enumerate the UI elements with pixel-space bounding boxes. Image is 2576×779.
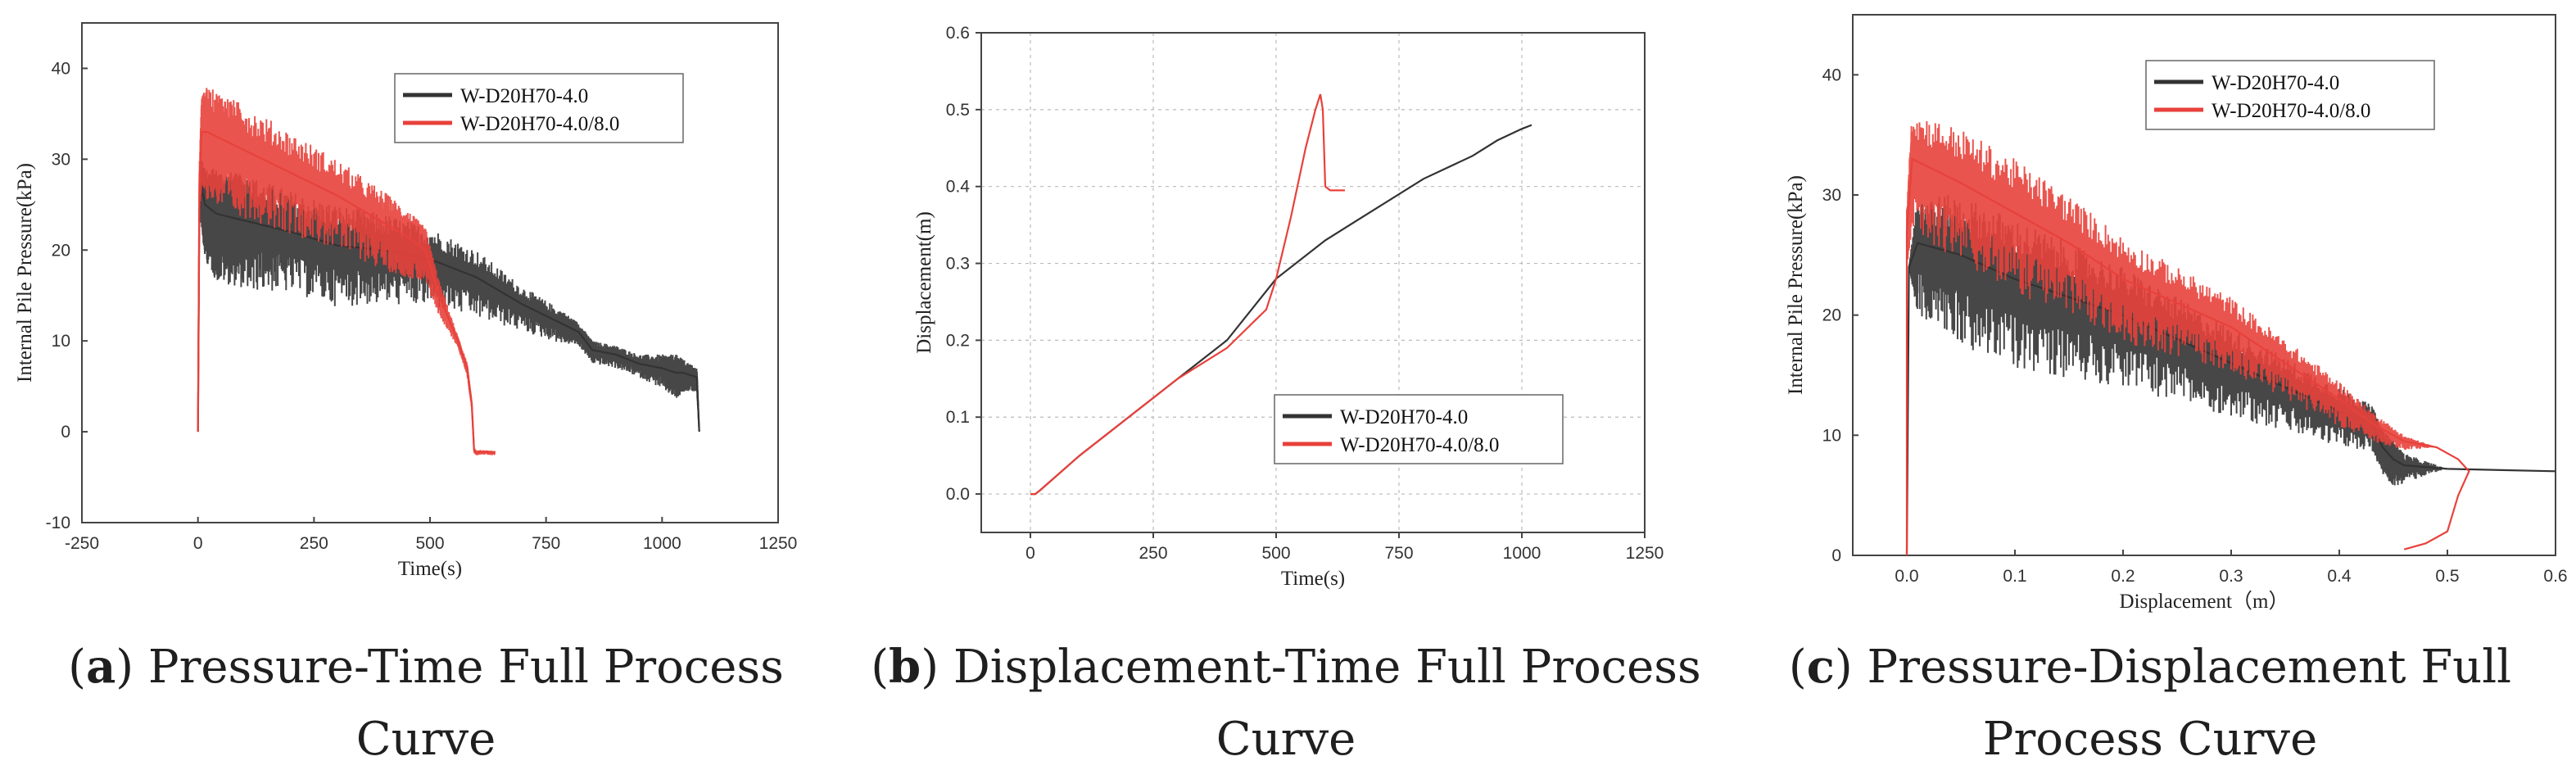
y-tick-label: 0.1	[946, 408, 970, 427]
legend-label: W-D20H70-4.0	[2212, 72, 2339, 94]
y-tick-label: 0.5	[946, 101, 970, 120]
caption-text: Pressure-Time Full Process Curve	[147, 641, 784, 766]
y-tick-label: 0	[1831, 546, 1841, 565]
y-tick-label: 40	[52, 59, 70, 78]
x-tick-label: 0.4	[2327, 567, 2352, 586]
legend-label: W-D20H70-4.0/8.0	[1340, 434, 1499, 456]
y-tick-label: 30	[52, 150, 70, 169]
x-tick-label: 1250	[1626, 544, 1664, 563]
y-tick-label: 0.2	[946, 331, 970, 350]
chart-a: -250 0 250 500 750 1000 1250 -10 0 10 20 30 40 Time(s…	[14, 22, 798, 580]
x-tick-label: 0	[193, 534, 203, 553]
y-tick-label: 20	[52, 241, 70, 260]
x-tick-label: 500	[1261, 544, 1290, 563]
x-tick-label: 1000	[1503, 544, 1542, 563]
x-tick-label: -250	[65, 534, 99, 553]
legend-label: W-D20H70-4.0/8.0	[460, 113, 619, 135]
y-tick-label: 0.3	[946, 255, 970, 274]
x-tick-label: 0.6	[2543, 567, 2567, 586]
y-tick-label: 0.0	[946, 485, 970, 504]
series-band	[1906, 121, 2437, 548]
series-line	[1030, 93, 1345, 496]
y-axis-label: Internal Pile Pressure(kPa)	[14, 163, 36, 383]
series-2	[197, 88, 496, 455]
y-tick-label: -10	[46, 514, 70, 532]
y-axis-label: Internal Pile Pressure(kPa)	[1785, 175, 1807, 395]
series-line	[1905, 157, 2470, 555]
y-axis-label: Displacement(m)	[913, 211, 935, 354]
series-1	[1905, 195, 2556, 556]
chart-c: 0.0 0.1 0.2 0.3 0.4 0.5 0.6 0 10 20 30 40 Displaceme…	[1785, 14, 2568, 613]
x-tick-label: 1250	[759, 534, 798, 553]
y-tick-label: 10	[52, 332, 70, 351]
y-tick-label: 0.4	[946, 178, 971, 197]
x-axis-label: Time(s)	[1281, 568, 1345, 590]
caption-c: (c) Pressure-Displacement Full Process C…	[1788, 640, 2512, 766]
y-tick-label: 20	[1822, 306, 1841, 325]
x-tick-label: 750	[1384, 544, 1413, 563]
y-tick-label: 10	[1822, 426, 1841, 445]
series-2	[1030, 93, 1345, 496]
x-tick-label: 500	[415, 534, 444, 553]
legend-label: W-D20H70-4.0/8.0	[2212, 100, 2370, 122]
y-tick-label: 40	[1822, 66, 1841, 84]
legend-box	[2145, 60, 2435, 130]
legend-label: W-D20H70-4.0	[460, 85, 588, 107]
x-tick-label: 750	[532, 534, 560, 553]
legend-label: W-D20H70-4.0	[1340, 406, 1468, 428]
legend: W-D20H70-4.0 W-D20H70-4.0/8.0	[2145, 60, 2435, 130]
legend-box	[1274, 394, 1564, 464]
y-tick-label: 30	[1822, 186, 1841, 205]
x-axis-label: Time(s)	[398, 558, 462, 580]
x-tick-label: 0.0	[1895, 567, 1918, 586]
legend: W-D20H70-4.0 W-D20H70-4.0/8.0	[1274, 394, 1564, 464]
caption-b: (b) Displacement-Time Full Process Curve	[871, 640, 1701, 766]
x-tick-label: 1000	[643, 534, 681, 553]
caption-letter: c	[1806, 640, 1835, 694]
plot-frame	[1852, 14, 2556, 556]
x-tick-label: 0	[1025, 544, 1035, 563]
series-line	[197, 186, 700, 433]
chart-b: 0 250 500 750 1000 1250 0.0 0.1 0.2 0.3 0.4 0.5 0.6 T…	[913, 24, 1664, 590]
y-tick-label: 0.6	[946, 24, 970, 43]
caption-letter: a	[85, 640, 116, 694]
x-axis-label: Displacement（m）	[2120, 590, 2289, 613]
x-tick-label: 0.3	[2219, 567, 2243, 586]
caption-text: Displacement-Time Full Process Curve	[953, 641, 1701, 766]
y-tick-label: 0	[61, 423, 70, 442]
caption-text: Pressure-Displacement Full Process Curve	[1867, 641, 2512, 766]
legend-box	[394, 73, 684, 143]
x-tick-label: 0.1	[2003, 567, 2026, 586]
x-tick-label: 0.2	[2111, 567, 2135, 586]
series-line	[1905, 242, 2556, 556]
caption-a: (a) Pressure-Time Full Process Curve	[68, 640, 784, 766]
legend: W-D20H70-4.0 W-D20H70-4.0/8.0	[394, 73, 684, 143]
x-tick-label: 250	[300, 534, 328, 553]
x-tick-label: 0.5	[2435, 567, 2459, 586]
series-2	[1905, 121, 2470, 555]
series-line	[197, 131, 496, 454]
plot-frame	[980, 32, 1646, 533]
x-tick-label: 250	[1139, 544, 1167, 563]
caption-letter: b	[889, 640, 921, 694]
